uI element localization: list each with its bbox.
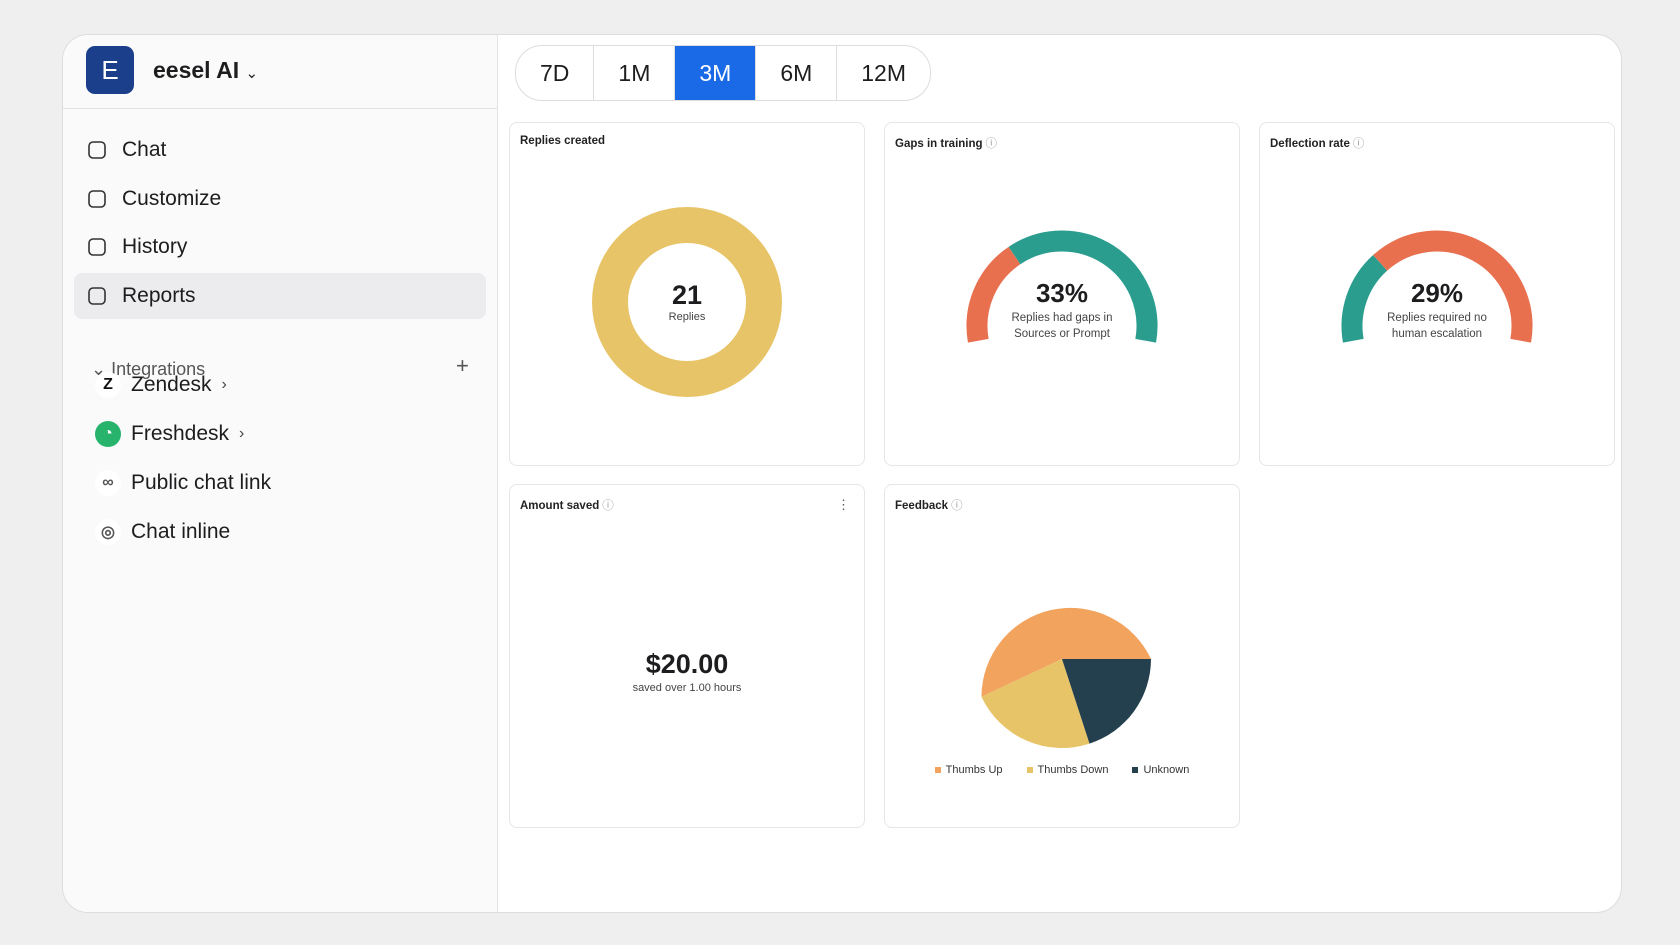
workspace-name[interactable]: eesel AI ⌄ — [153, 57, 258, 84]
icon-shape — [88, 189, 106, 208]
integration-icon: ◔ — [95, 421, 121, 447]
donut-ring — [592, 207, 782, 397]
chart — [1341, 230, 1533, 343]
integration-icon: ∞ — [95, 470, 121, 496]
integration-item[interactable]: Z Zendesk › — [95, 372, 227, 398]
integration-item[interactable]: ∞ Public chat link — [95, 470, 271, 496]
gauge-value-arc — [966, 246, 1021, 343]
chevron: › — [221, 376, 227, 393]
integration-label: Zendesk — [131, 373, 212, 396]
card-title-text: Feedback — [895, 500, 949, 512]
info-icon: ⓘ — [1352, 138, 1365, 150]
integration-label: Public chat link — [131, 471, 272, 494]
workspace-name-text: eesel AI — [153, 57, 240, 83]
range-tabs: 7D 1M 3M 6M 12M — [515, 45, 932, 101]
pie-slice — [981, 607, 1151, 697]
icon-shape — [88, 141, 106, 159]
donut-value: 21 — [671, 280, 703, 310]
card-title: Gaps in training ⓘ — [895, 135, 997, 151]
legend-label: Thumbs Down — [1037, 764, 1109, 776]
legend-swatch — [934, 767, 941, 773]
legend-item: Unknown — [1132, 764, 1189, 776]
card-title-text: Gaps in training — [895, 138, 983, 150]
range-tab[interactable]: 3M — [675, 46, 757, 100]
sidebar: E eesel AI ⌄ ⌄ Integrations + Chat Custom… — [63, 35, 498, 912]
info-icon: ⓘ — [602, 500, 614, 512]
range-tab[interactable]: 7D — [516, 46, 595, 100]
icon-shape — [88, 286, 106, 305]
report-card: Replies created 21 Replies — [509, 122, 865, 466]
legend-label: Thumbs Up — [945, 764, 1003, 776]
gauge-value-arc — [1341, 255, 1388, 343]
legend-item: Thumbs Down — [1026, 764, 1109, 776]
report-card: Gaps in training ⓘ 33% Replies had gaps in … — [884, 122, 1240, 466]
card-title: Replies created — [520, 135, 605, 147]
info-icon: ⓘ — [951, 500, 963, 512]
integration-item[interactable]: ◎ Chat inline — [95, 519, 230, 545]
card-title: Deflection rate ⓘ — [1270, 135, 1364, 151]
chart — [981, 607, 1151, 748]
workspace-header[interactable]: E eesel AI ⌄ — [63, 35, 497, 109]
nav-label: History — [122, 235, 188, 258]
pie-slice — [981, 659, 1090, 748]
workspace-logo: E — [86, 46, 134, 94]
report-card: Feedback ⓘ Thumbs Up Thumbs Down Unknown — [884, 484, 1240, 828]
integration-icon: Z — [95, 372, 121, 398]
stat-caption: saved over 1.00 hours — [632, 682, 742, 694]
legend: Thumbs Up Thumbs Down Unknown — [885, 764, 1239, 776]
info-icon: ⓘ — [985, 138, 998, 150]
card-title: Feedback ⓘ — [895, 497, 963, 513]
legend-swatch — [1132, 767, 1139, 773]
gauge-value: 33% — [1035, 278, 1089, 308]
range-tab[interactable]: 6M — [756, 46, 838, 100]
nav-item[interactable]: History — [74, 224, 486, 270]
app-window: E eesel AI ⌄ ⌄ Integrations + Chat Custom… — [62, 34, 1622, 913]
chevron: › — [239, 425, 245, 442]
chart — [966, 230, 1158, 343]
donut-label: Replies — [668, 311, 706, 323]
chart — [592, 207, 782, 397]
gauge-rest-arc — [1008, 230, 1158, 343]
nav-label: Customize — [122, 186, 222, 210]
icon-shape — [88, 238, 106, 256]
nav-item[interactable]: Customize — [74, 176, 486, 222]
nav-item[interactable]: Reports — [74, 272, 486, 319]
legend-swatch — [1026, 767, 1033, 773]
card-title-text: Deflection rate — [1270, 138, 1350, 150]
gauge-caption: Replies had gaps in Sources or Prompt — [1011, 312, 1113, 340]
card-title-text: Amount saved — [520, 500, 600, 512]
add-integration[interactable]: + — [456, 353, 469, 378]
legend-item: Thumbs Up — [934, 764, 1003, 776]
nav-icon — [88, 238, 106, 256]
integration-icon: ◎ — [95, 519, 121, 545]
report-card: Deflection rate ⓘ 29% Replies required no h… — [1259, 122, 1615, 466]
card-title: Amount saved ⓘ — [520, 497, 614, 513]
range-tab[interactable]: 1M — [594, 46, 676, 100]
stat-value: $20.00 — [645, 649, 729, 679]
integrations-heading[interactable]: ⌄ Integrations — [91, 359, 205, 380]
nav-icon — [88, 141, 106, 159]
integrations-title: Integrations — [111, 359, 206, 379]
integration-item[interactable]: ◔ Freshdesk › — [95, 421, 244, 447]
nav-label: Chat — [122, 138, 167, 161]
gauge-caption: Replies required no human escalation — [1387, 312, 1487, 340]
chevron: ⌄ — [245, 65, 259, 82]
pie-slice — [1062, 659, 1151, 744]
nav-label: Reports — [122, 283, 196, 307]
nav-icon — [88, 189, 106, 208]
nav-icon — [88, 286, 106, 305]
integration-label: Freshdesk — [131, 422, 230, 445]
card-menu[interactable]: ⋮ — [837, 497, 850, 512]
nav-item[interactable]: Chat — [74, 127, 486, 173]
gauge-rest-arc — [1373, 230, 1533, 343]
card-title-text: Replies created — [520, 135, 606, 147]
range-tab[interactable]: 12M — [861, 59, 907, 86]
integration-label: Chat inline — [131, 520, 231, 543]
legend-label: Unknown — [1143, 764, 1190, 776]
gauge-value: 29% — [1410, 278, 1464, 308]
report-card: Amount saved ⓘ ⋮ $20.00 saved over 1.00 hour… — [509, 484, 865, 828]
